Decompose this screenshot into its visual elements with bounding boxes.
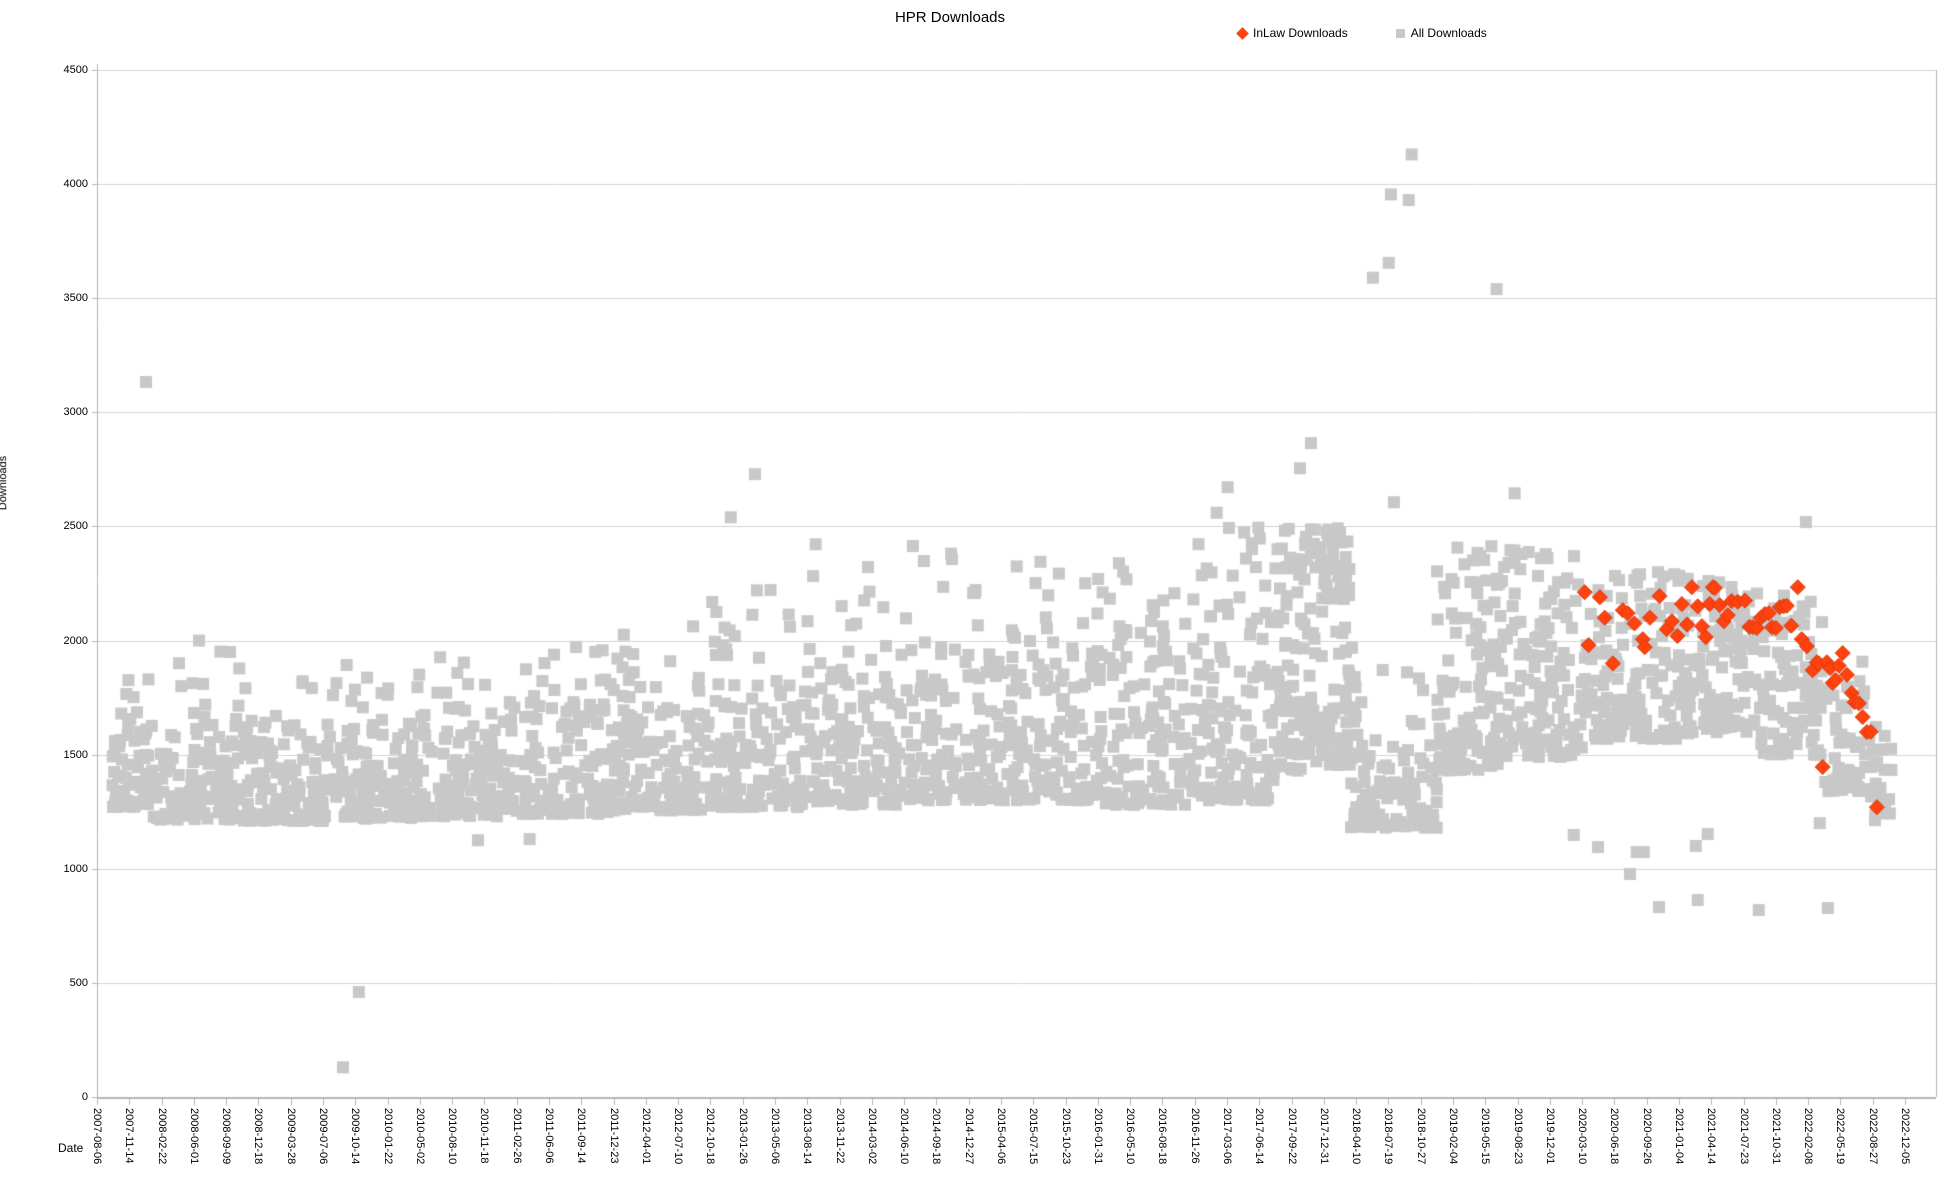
all-square-icon xyxy=(1395,28,1405,38)
y-tick-label: 500 xyxy=(69,976,88,989)
x-tick-label: 2020-06-18 xyxy=(1608,1108,1621,1165)
x-tick-label: 2007-08-06 xyxy=(91,1108,103,1165)
x-tick-label: 2011-06-06 xyxy=(543,1108,555,1164)
x-tick-label: 2014-06-10 xyxy=(898,1108,911,1165)
y-axis-title: Downloads xyxy=(0,455,10,511)
x-tick-label: 2017-09-22 xyxy=(1285,1108,1298,1165)
y-tick-label: 0 xyxy=(81,1091,88,1103)
x-tick-label: 2016-11-26 xyxy=(1188,1108,1201,1164)
x-tick-label: 2016-05-10 xyxy=(1124,1108,1137,1165)
x-tick-label: 2011-02-26 xyxy=(510,1108,523,1164)
x-tick-label: 2015-07-15 xyxy=(1027,1108,1040,1165)
x-tick-label: 2019-08-23 xyxy=(1511,1108,1524,1165)
x-tick-label: 2014-09-18 xyxy=(930,1108,943,1165)
x-tick-label: 2016-01-31 xyxy=(1091,1108,1104,1165)
legend-item-all: All Downloads xyxy=(1395,26,1487,40)
x-tick-label: 2013-11-22 xyxy=(833,1108,846,1164)
x-tick-label: 2021-04-14 xyxy=(1705,1108,1718,1165)
x-tick-label: 2018-07-19 xyxy=(1382,1108,1395,1165)
legend: InLaw Downloads All Downloads xyxy=(1236,26,1487,40)
x-tick-label: 2022-05-19 xyxy=(1834,1108,1847,1165)
x-tick-label: 2020-09-26 xyxy=(1640,1108,1653,1165)
x-tick-label: 2013-08-14 xyxy=(801,1108,814,1165)
x-tick-label: 2010-05-02 xyxy=(413,1108,426,1165)
x-tick-label: 2007-11-14 xyxy=(123,1108,136,1164)
legend-label-all: All Downloads xyxy=(1410,26,1487,40)
x-tick-label: 2014-03-02 xyxy=(865,1108,878,1165)
x-tick-label: 2008-09-09 xyxy=(220,1108,233,1165)
x-tick-label: 2012-07-10 xyxy=(672,1108,685,1165)
x-tick-label: 2012-10-18 xyxy=(704,1108,717,1165)
x-tick-label: 2009-10-14 xyxy=(349,1108,362,1165)
x-tick-label: 2019-05-15 xyxy=(1479,1108,1492,1165)
x-tick-label: 2015-04-06 xyxy=(995,1108,1007,1165)
x-tick-label: 2022-08-27 xyxy=(1866,1108,1879,1165)
x-axis-title: Date xyxy=(58,1141,84,1155)
y-tick-label: 3500 xyxy=(63,292,88,305)
x-tick-label: 2021-10-31 xyxy=(1769,1108,1782,1165)
y-tick-label: 1500 xyxy=(63,748,88,761)
x-tick-label: 2009-03-28 xyxy=(284,1108,297,1165)
x-tick-label: 2019-02-04 xyxy=(1447,1108,1459,1165)
x-tick-label: 2010-08-10 xyxy=(446,1108,459,1165)
x-tick-label: 2017-03-06 xyxy=(1221,1108,1233,1165)
x-tick-label: 2019-12-01 xyxy=(1543,1108,1556,1165)
y-tick-label: 4500 xyxy=(63,64,88,76)
x-tick-label: 2008-02-22 xyxy=(155,1108,168,1165)
x-tick-label: 2017-06-14 xyxy=(1253,1108,1266,1165)
x-tick-label: 2009-07-06 xyxy=(317,1108,329,1165)
y-tick-label: 1000 xyxy=(63,862,88,875)
x-tick-label: 2011-12-23 xyxy=(607,1108,620,1164)
x-tick-label: 2013-01-26 xyxy=(736,1108,749,1165)
x-tick-label: 2021-01-04 xyxy=(1673,1108,1685,1165)
x-tick-label: 2014-12-27 xyxy=(962,1108,975,1165)
y-tick-label: 3000 xyxy=(63,406,88,419)
x-tick-label: 2016-08-18 xyxy=(1156,1108,1169,1165)
legend-label-inlaw: InLaw Downloads xyxy=(1253,26,1348,40)
x-tick-label: 2020-03-10 xyxy=(1576,1108,1589,1165)
legend-item-inlaw: InLaw Downloads xyxy=(1236,26,1348,40)
chart-title: HPR Downloads xyxy=(894,9,1006,26)
x-tick-label: 2008-06-01 xyxy=(187,1108,200,1165)
x-tick-label: 2017-12-31 xyxy=(1317,1108,1330,1165)
x-tick-label: 2011-09-14 xyxy=(575,1108,588,1164)
x-tick-label: 2008-12-18 xyxy=(252,1108,265,1165)
x-tick-label: 2012-04-01 xyxy=(639,1108,652,1165)
x-tick-label: 2018-10-27 xyxy=(1414,1108,1427,1165)
x-tick-label: 2018-04-10 xyxy=(1350,1108,1363,1165)
x-tick-label: 2010-11-18 xyxy=(478,1108,491,1164)
y-tick-label: 4000 xyxy=(63,178,88,191)
inlaw-diamond-icon xyxy=(1236,26,1249,40)
x-tick-label: 2022-12-05 xyxy=(1899,1108,1911,1165)
x-tick-label: 2022-02-08 xyxy=(1802,1108,1815,1165)
y-tick-label: 2000 xyxy=(63,634,88,647)
x-tick-label: 2021-07-23 xyxy=(1737,1108,1750,1165)
x-tick-label: 2015-10-23 xyxy=(1059,1108,1072,1165)
x-tick-label: 2010-01-22 xyxy=(381,1108,394,1165)
x-tick-label: 2013-05-06 xyxy=(769,1108,781,1165)
y-tick-label: 2500 xyxy=(63,520,88,533)
